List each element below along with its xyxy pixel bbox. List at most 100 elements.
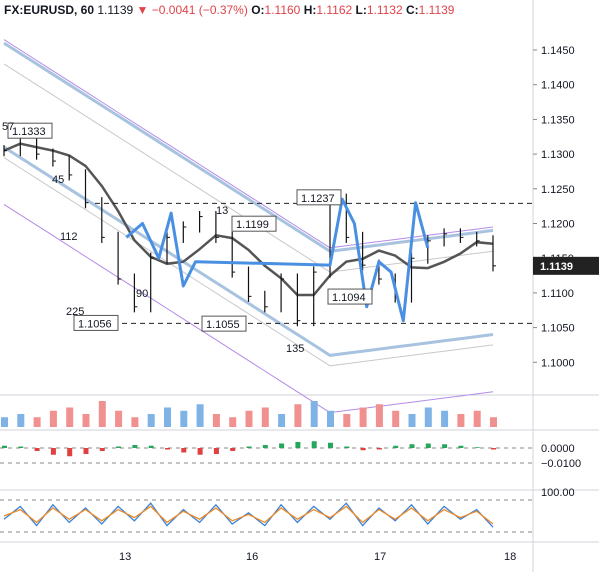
time-tick-label: 17 [374, 551, 386, 563]
macd-histogram-bar [491, 448, 496, 450]
volume-bar [359, 407, 367, 427]
volume-bar [98, 401, 106, 427]
cycle-label: 57 [2, 121, 14, 133]
volume-bar [164, 407, 171, 427]
symbol-label: FX:EURUSD, 60 [4, 3, 95, 17]
cycle-label: 90 [136, 288, 148, 300]
macd-histogram-bar [409, 444, 415, 448]
volume-bar [196, 404, 204, 427]
price-tick-label: 1.1350 [541, 114, 575, 126]
macd-histogram-bar [197, 448, 203, 455]
volume-bar [473, 410, 481, 427]
stoch-tick-label: 100.00 [541, 487, 575, 499]
macd-histogram-bar [34, 448, 40, 451]
time-tick-label: 16 [246, 551, 258, 563]
volume-bar [1, 417, 8, 427]
cycle-label: 13 [216, 205, 228, 217]
envelope-band [3, 157, 494, 367]
projection-path [125, 197, 430, 323]
volume-bar [310, 401, 318, 427]
macd-histogram-bar [67, 448, 73, 457]
macd-histogram-bar [83, 448, 89, 454]
macd-histogram-bar [328, 442, 333, 448]
macd-tick-label: 0.0000 [541, 443, 575, 455]
close-label: C: [406, 3, 419, 17]
level-label: 1.1055 [206, 319, 240, 331]
macd-histogram-bar [458, 445, 464, 448]
macd-histogram-bar [116, 446, 122, 448]
macd-histogram-bar [360, 448, 366, 451]
price-tick-label: 1.1050 [541, 323, 575, 335]
cycle-label: 45 [52, 174, 64, 186]
cycle-label: 225 [66, 306, 84, 318]
open-value: 1.1160 [264, 3, 301, 17]
price-tick-label: 1.1300 [541, 149, 575, 161]
volume-bar [424, 407, 432, 427]
level-label-box [7, 122, 53, 139]
volume-bar [245, 410, 253, 427]
level-label: 1.1237 [301, 193, 335, 205]
stoch-line [3, 502, 494, 528]
stoch-line [3, 505, 494, 525]
macd-tick-label: −0.0100 [541, 458, 581, 470]
volume-bar [343, 414, 351, 427]
macd-histogram-bar [425, 443, 431, 448]
volume-bar [180, 410, 188, 427]
level-label-box [73, 314, 119, 331]
macd-histogram-bar [376, 448, 382, 450]
level-label-box [201, 315, 247, 332]
cycle-label: 135 [286, 343, 304, 355]
last-price: 1.1139 [97, 3, 134, 17]
volume-bar [82, 414, 90, 427]
macd-histogram-bar [246, 446, 252, 448]
low-value: 1.1132 [366, 3, 403, 17]
price-tick-label: 1.1450 [541, 45, 575, 57]
macd-histogram-bar [213, 448, 219, 454]
high-value: 1.1162 [316, 3, 353, 17]
macd-histogram-bar [474, 447, 480, 448]
time-tick-label: 18 [504, 551, 516, 563]
macd-histogram-bar [18, 446, 24, 448]
open-label: O: [251, 3, 265, 17]
volume-bar [33, 417, 41, 427]
level-label-box [231, 215, 277, 232]
macd-histogram-bar [132, 445, 138, 448]
volume-bar [261, 407, 269, 427]
volume-bar [66, 407, 74, 427]
envelope-band [3, 203, 494, 414]
volume-bar [327, 410, 334, 427]
macd-histogram-bar [442, 444, 448, 448]
macd-histogram-bar [2, 445, 7, 448]
volume-bar [441, 410, 449, 427]
volume-bar [375, 404, 383, 427]
volume-bar [49, 410, 57, 427]
level-label: 1.1333 [12, 126, 46, 138]
macd-histogram-bar [50, 448, 56, 455]
macd-histogram-bar [262, 445, 268, 448]
price-tick-label: 1.1100 [541, 288, 574, 300]
time-tick-label: 13 [119, 551, 131, 563]
current-price-marker [533, 256, 599, 275]
volume-bar [212, 414, 220, 427]
level-label: 1.1056 [78, 318, 112, 330]
level-label: 1.1094 [332, 292, 366, 304]
macd-histogram-bar [393, 445, 399, 448]
macd-histogram-bar [295, 442, 301, 448]
chart-header: FX:EURUSD, 60 1.1139 ▼ −0.0041 (−0.37%) … [4, 3, 454, 17]
volume-bar [278, 414, 286, 427]
macd-histogram-bar [279, 443, 285, 448]
volume-bar [457, 414, 465, 427]
volume-bar [490, 417, 497, 427]
level-label-box [327, 288, 373, 305]
price-tick-label: 1.1250 [541, 184, 575, 196]
current-price-label: 1.1139 [540, 261, 573, 273]
volume-bar [131, 417, 139, 427]
volume-bar [294, 404, 302, 427]
price-tick-label: 1.1200 [541, 219, 575, 231]
cycle-label: 112 [60, 231, 78, 243]
macd-histogram-bar [148, 445, 154, 448]
low-label: L: [355, 3, 367, 17]
volume-bar [17, 414, 25, 427]
high-label: H: [303, 3, 317, 17]
